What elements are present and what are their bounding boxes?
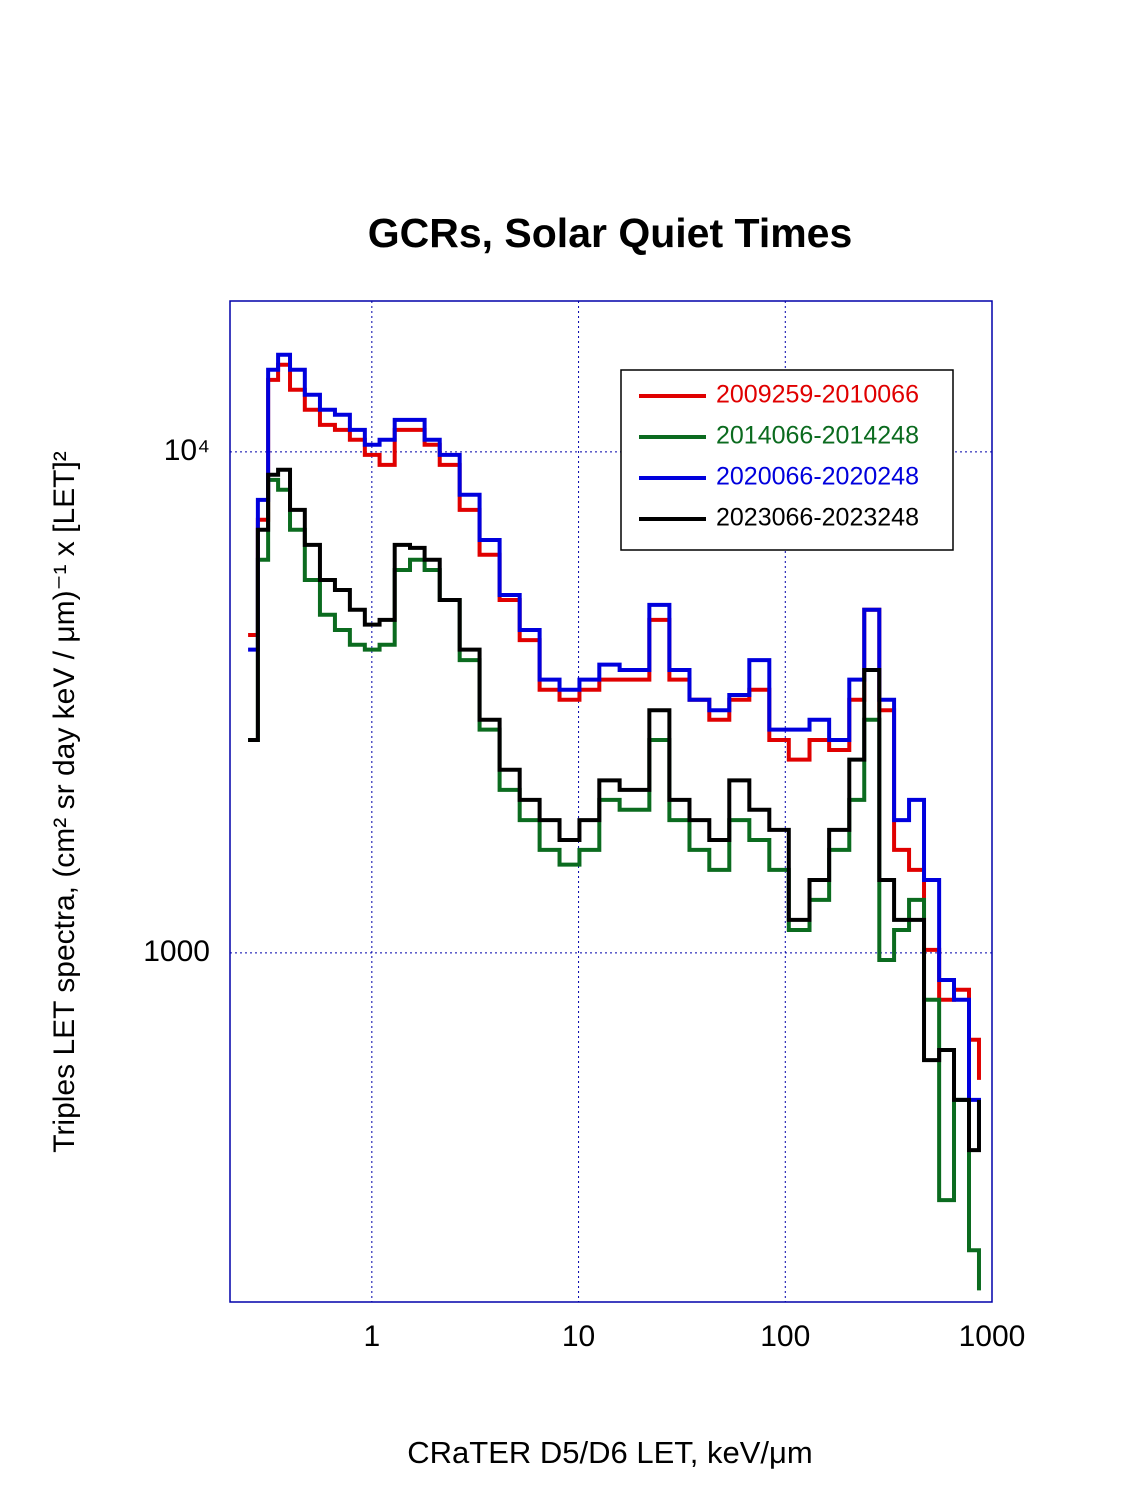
legend-label: 2023066-2023248 <box>716 504 919 532</box>
x-tick-label: 100 <box>760 1320 810 1353</box>
legend-label: 2020066-2020248 <box>716 463 919 491</box>
y-tick-label: 1000 <box>143 935 210 968</box>
x-tick-label: 1 <box>363 1320 380 1353</box>
plot-lines <box>248 352 981 1291</box>
x-tick-label: 1000 <box>959 1320 1026 1353</box>
series-line <box>248 477 981 1291</box>
plot-frame <box>229 300 993 1303</box>
legend-label: 2009259-2010066 <box>716 381 919 409</box>
chart-title: GCRs, Solar Quiet Times <box>368 210 853 256</box>
legend: 2009259-2010066 2014066-2014248 2020066-20… <box>620 369 954 551</box>
legend-label: 2014066-2014248 <box>716 422 919 450</box>
y-tick-label: 10⁴ <box>164 434 210 467</box>
series-line <box>248 467 981 1153</box>
y-axis-label: Triples LET spectra, (cm² sr day keV / μ… <box>48 451 81 1153</box>
x-axis-label: CRaTER D5/D6 LET, keV/μm <box>407 1435 812 1470</box>
x-tick-label: 10 <box>562 1320 595 1353</box>
